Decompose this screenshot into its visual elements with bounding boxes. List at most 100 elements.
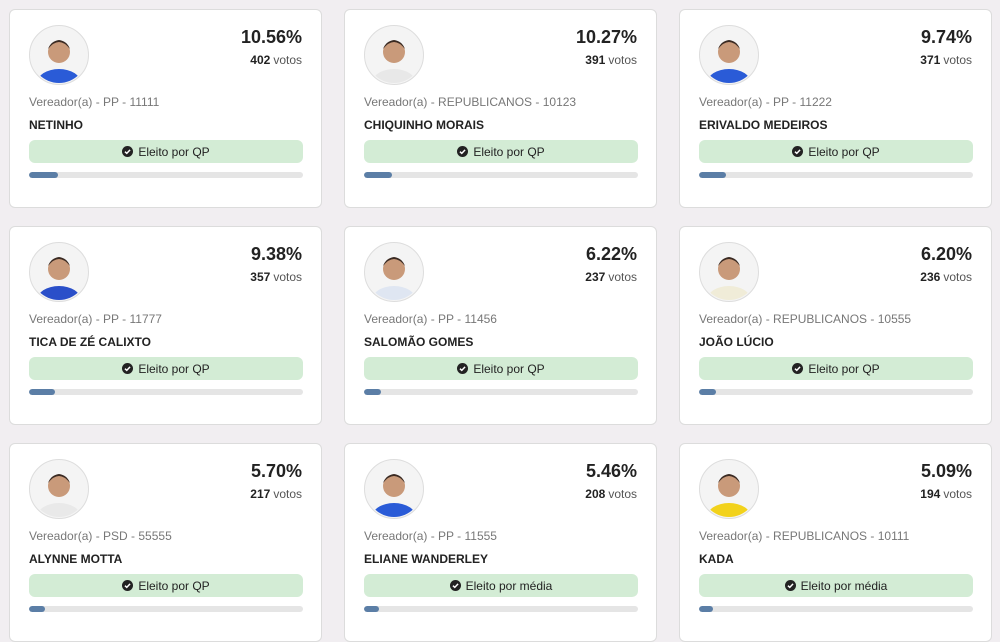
votes: 357 votos (250, 270, 302, 284)
status-text: Eleito por QP (808, 144, 880, 159)
percent: 9.38% (250, 244, 302, 264)
progress-fill (29, 606, 45, 612)
candidate-name: ELIANE WANDERLEY (364, 552, 489, 566)
avatar (699, 242, 759, 302)
percent: 6.20% (920, 244, 972, 264)
status-badge: Eleito por média (364, 574, 638, 597)
avatar-image (699, 25, 759, 85)
check-icon (122, 363, 134, 374)
candidate-card: 10.27% 391 votos Vereador(a) - REPUBLICANOS… (344, 9, 657, 208)
vote-unit: votos (608, 487, 637, 501)
progress-fill (364, 389, 382, 395)
check-icon (784, 580, 796, 591)
vote-count: 391 (585, 53, 606, 67)
vote-unit: votos (943, 53, 972, 67)
status-badge: Eleito por QP (364, 357, 638, 380)
avatar (364, 459, 424, 519)
vote-unit: votos (273, 487, 302, 501)
progress-track (29, 606, 303, 612)
avatar (364, 25, 424, 85)
vote-unit: votos (943, 487, 972, 501)
votes: 194 votos (920, 487, 972, 501)
candidate-card: 5.09% 194 votos Vereador(a) - REPUBLICANOS … (679, 443, 992, 642)
status-badge: Eleito por QP (29, 574, 303, 597)
status-badge: Eleito por QP (699, 140, 973, 163)
progress-fill (364, 606, 379, 612)
votes: 208 votos (585, 487, 637, 501)
candidate-name: SALOMÃO GOMES (364, 335, 474, 349)
progress-track (364, 389, 638, 395)
progress-fill (29, 389, 55, 395)
vote-count: 208 (585, 487, 606, 501)
candidate-card: 6.20% 236 votos Vereador(a) - REPUBLICANOS … (679, 226, 992, 425)
percent: 5.70% (250, 461, 302, 481)
vote-count: 402 (250, 53, 271, 67)
progress-track (29, 172, 303, 178)
check-icon (792, 146, 804, 157)
avatar (699, 25, 759, 85)
candidate-name: TICA DE ZÉ CALIXTO (29, 335, 152, 349)
role: Vereador(a) - REPUBLICANOS - 10111 (699, 529, 910, 543)
role: Vereador(a) - PP - 11777 (29, 312, 162, 326)
percent: 9.74% (920, 27, 972, 47)
candidate-card: 6.22% 237 votos Vereador(a) - PP - 11456 SAL… (344, 226, 657, 425)
status-text: Eleito por QP (473, 144, 545, 159)
vote-unit: votos (273, 53, 302, 67)
votes: 217 votos (250, 487, 302, 501)
check-icon (457, 146, 469, 157)
status-text: Eleito por QP (138, 578, 210, 593)
vote-count: 237 (585, 270, 606, 284)
vote-count: 217 (250, 487, 271, 501)
progress-fill (699, 172, 726, 178)
candidate-card: 9.74% 371 votos Vereador(a) - PP - 11222 ERI… (679, 9, 992, 208)
progress-track (29, 389, 303, 395)
vote-unit: votos (608, 270, 637, 284)
candidate-name: ALYNNE MOTTA (29, 552, 123, 566)
status-text: Eleito por QP (138, 361, 210, 376)
check-icon (122, 146, 134, 157)
avatar-image (364, 459, 424, 519)
vote-count: 371 (920, 53, 941, 67)
avatar-image (364, 242, 424, 302)
check-icon (449, 580, 461, 591)
candidate-name: ERIVALDO MEDEIROS (699, 118, 828, 132)
status-badge: Eleito por QP (29, 357, 303, 380)
avatar (29, 242, 89, 302)
avatar (699, 459, 759, 519)
avatar-image (29, 242, 89, 302)
vote-unit: votos (608, 53, 637, 67)
candidate-name: KADA (699, 552, 734, 566)
vote-count: 194 (920, 487, 941, 501)
role: Vereador(a) - PP - 11111 (29, 95, 160, 109)
avatar-image (699, 242, 759, 302)
percent: 10.27% (575, 27, 637, 47)
progress-fill (699, 389, 716, 395)
role: Vereador(a) - PSD - 55555 (29, 529, 172, 543)
progress-track (699, 606, 973, 612)
avatar (29, 459, 89, 519)
check-icon (792, 363, 804, 374)
progress-fill (29, 172, 58, 178)
check-icon (457, 363, 469, 374)
vote-unit: votos (273, 270, 302, 284)
progress-track (699, 172, 973, 178)
role: Vereador(a) - REPUBLICANOS - 10555 (699, 312, 912, 326)
percent: 6.22% (585, 244, 637, 264)
candidate-name: CHIQUINHO MORAIS (364, 118, 484, 132)
status-text: Eleito por QP (808, 361, 880, 376)
votes: 371 votos (920, 53, 972, 67)
avatar (29, 25, 89, 85)
progress-track (364, 606, 638, 612)
votes: 237 votos (585, 270, 637, 284)
status-text: Eleito por média (465, 578, 553, 593)
status-badge: Eleito por QP (364, 140, 638, 163)
votes: 402 votos (250, 53, 302, 67)
avatar-image (364, 25, 424, 85)
vote-count: 236 (920, 270, 941, 284)
candidate-card: 5.70% 217 votos Vereador(a) - PSD - 55555 AL… (9, 443, 322, 642)
candidate-name: JOÃO LÚCIO (699, 335, 774, 349)
status-text: Eleito por QP (138, 144, 210, 159)
role: Vereador(a) - REPUBLICANOS - 10123 (364, 95, 577, 109)
status-text: Eleito por QP (473, 361, 545, 376)
votes: 391 votos (585, 53, 637, 67)
